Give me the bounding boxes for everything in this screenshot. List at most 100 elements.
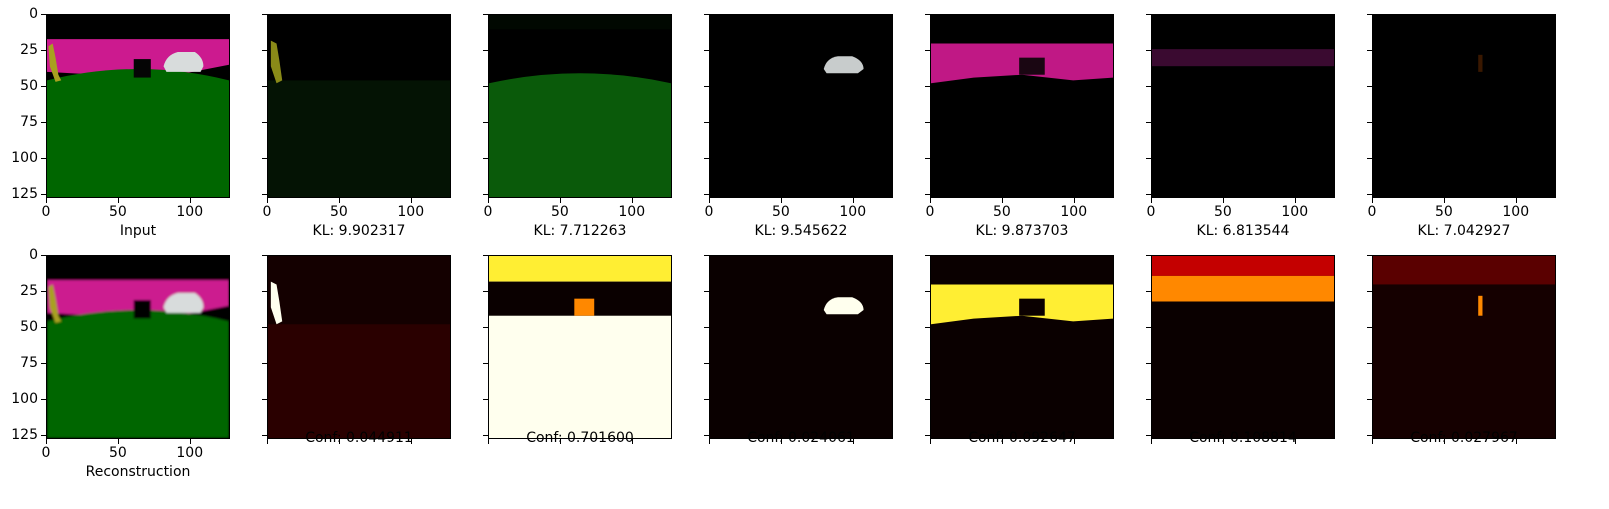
y-tick-mark <box>925 362 930 364</box>
panel-image <box>268 256 450 438</box>
x-tick-mark <box>1443 439 1445 444</box>
y-tick-label: 0 <box>29 6 38 22</box>
x-tick-mark <box>267 439 268 444</box>
x-tick-mark <box>1515 439 1517 444</box>
x-tick-label: 50 <box>1213 204 1232 220</box>
x-tick-label: 0 <box>704 204 714 220</box>
y-tick-mark <box>1146 157 1151 159</box>
x-tick-label: 0 <box>1367 204 1377 220</box>
x-tick-mark <box>780 198 782 203</box>
panel-image <box>931 256 1113 438</box>
y-tick-mark <box>483 255 488 256</box>
y-tick-label: 25 <box>20 41 38 58</box>
y-tick-mark <box>262 121 267 123</box>
y-tick-mark <box>704 290 709 292</box>
y-tick-mark <box>1367 398 1372 400</box>
panel-image <box>47 256 229 438</box>
x-tick-mark <box>1372 439 1373 444</box>
image-panel <box>488 255 672 439</box>
x-tick-mark <box>1372 198 1373 203</box>
y-tick-label: 75 <box>20 113 38 130</box>
y-tick-mark <box>704 85 709 87</box>
y-tick-mark <box>1146 255 1151 256</box>
image-panel <box>488 14 672 198</box>
y-tick-mark <box>704 434 709 436</box>
x-tick-label: 0 <box>483 204 493 220</box>
panel-image <box>489 256 671 438</box>
y-tick-mark <box>1367 193 1372 195</box>
y-tick-mark <box>483 362 488 364</box>
y-tick-mark <box>41 193 46 195</box>
y-tick-mark <box>1367 290 1372 292</box>
x-tick-label: 100 <box>1502 204 1530 220</box>
y-tick-mark <box>262 362 267 364</box>
panel-caption: Conf: 0.701600 <box>526 430 634 446</box>
panel-caption: Conf: 0.044911 <box>305 430 413 446</box>
y-tick-mark <box>483 193 488 195</box>
panel-image <box>1152 256 1334 438</box>
x-tick-mark <box>780 439 782 444</box>
y-tick-mark <box>1367 362 1372 364</box>
y-tick-mark <box>483 157 488 159</box>
panel-caption: KL: 6.813544 <box>1196 223 1290 239</box>
x-tick-mark <box>410 439 412 444</box>
y-tick-mark <box>483 85 488 87</box>
x-tick-label: 100 <box>1060 204 1088 220</box>
x-tick-mark <box>488 198 489 203</box>
x-tick-label: 50 <box>550 204 569 220</box>
image-panel <box>1372 14 1556 198</box>
y-tick-mark <box>1367 326 1372 328</box>
image-panel <box>267 255 451 439</box>
x-tick-mark <box>117 198 119 203</box>
x-tick-mark <box>1151 198 1152 203</box>
y-tick-mark <box>262 255 267 256</box>
x-tick-mark <box>631 439 633 444</box>
panel-caption: KL: 9.545622 <box>754 223 848 239</box>
y-tick-mark <box>41 255 46 256</box>
y-tick-label: 50 <box>20 318 38 335</box>
image-panel <box>46 255 230 439</box>
y-tick-label: 75 <box>20 354 38 371</box>
y-tick-mark <box>262 14 267 15</box>
y-tick-mark <box>483 49 488 51</box>
x-tick-label: 100 <box>1281 204 1309 220</box>
y-tick-mark <box>41 121 46 123</box>
y-tick-mark <box>925 85 930 87</box>
panel-image <box>710 256 892 438</box>
y-tick-mark <box>1146 49 1151 51</box>
y-tick-mark <box>1146 290 1151 292</box>
x-tick-label: 0 <box>1146 204 1156 220</box>
x-tick-mark <box>1515 198 1517 203</box>
x-tick-mark <box>930 439 931 444</box>
image-panel <box>46 14 230 198</box>
x-tick-mark <box>46 439 47 444</box>
x-tick-mark <box>559 439 561 444</box>
y-tick-mark <box>483 326 488 328</box>
x-tick-mark <box>267 198 268 203</box>
y-tick-mark <box>925 121 930 123</box>
y-tick-label: 50 <box>20 77 38 94</box>
panel-image <box>47 15 229 197</box>
image-panel <box>1372 255 1556 439</box>
y-tick-mark <box>704 255 709 256</box>
image-panel <box>1151 255 1335 439</box>
x-tick-label: 100 <box>176 445 204 461</box>
x-tick-mark <box>1151 439 1152 444</box>
x-tick-mark <box>709 439 710 444</box>
panel-image <box>710 15 892 197</box>
y-tick-mark <box>1146 362 1151 364</box>
image-panel <box>709 255 893 439</box>
panel-caption: KL: 9.902317 <box>312 223 406 239</box>
y-tick-mark <box>262 398 267 400</box>
y-tick-mark <box>925 398 930 400</box>
x-tick-mark <box>117 439 119 444</box>
x-tick-mark <box>559 198 561 203</box>
x-tick-mark <box>852 439 854 444</box>
y-tick-mark <box>704 121 709 123</box>
x-tick-mark <box>709 198 710 203</box>
y-tick-mark <box>925 14 930 15</box>
y-tick-mark <box>1146 85 1151 87</box>
y-tick-mark <box>925 255 930 256</box>
image-panel <box>267 14 451 198</box>
panel-caption: Conf: 0.092647 <box>968 430 1076 446</box>
